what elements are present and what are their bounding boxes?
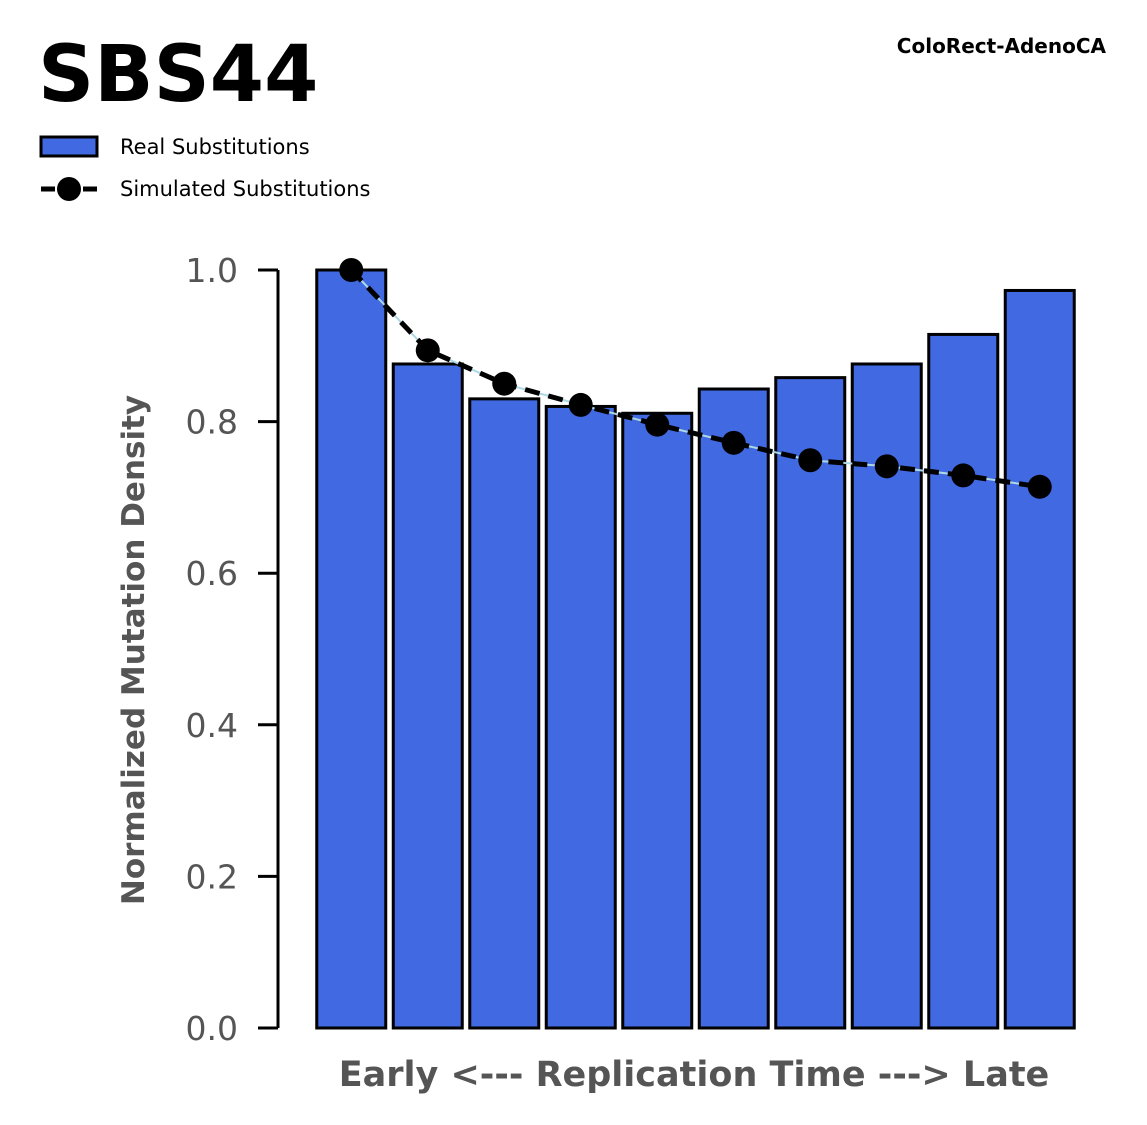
chart-subtitle: ColoRect-AdenoCA xyxy=(897,34,1107,58)
y-tick-label: 0.0 xyxy=(186,1009,238,1048)
simulated-point xyxy=(798,448,823,473)
y-axis: 0.0 0.2 0.4 0.6 0.8 1.0 xyxy=(186,251,280,1048)
simulated-point xyxy=(492,371,517,396)
simulated-point xyxy=(568,392,593,417)
chart-title: SBS44 xyxy=(38,30,318,120)
bar xyxy=(774,376,847,1030)
legend-label-real: Real Substitutions xyxy=(120,135,310,159)
bar xyxy=(1003,288,1076,1030)
y-tick-label: 0.8 xyxy=(186,403,238,442)
simulated-point xyxy=(874,454,899,479)
bar xyxy=(391,362,464,1030)
simulated-point xyxy=(1027,474,1052,499)
simulated-point xyxy=(339,258,364,282)
simulated-point xyxy=(415,338,440,363)
legend-label-simulated: Simulated Substitutions xyxy=(120,177,370,201)
legend: Real Substitutions Simulated Substitutio… xyxy=(39,135,370,201)
bar xyxy=(315,268,388,1030)
bar xyxy=(468,397,541,1030)
y-tick-label: 0.4 xyxy=(186,706,238,745)
legend-marker-simulated xyxy=(57,177,81,201)
y-tick-label: 0.2 xyxy=(186,857,238,896)
bar-series xyxy=(315,268,1076,1030)
bar xyxy=(544,404,617,1030)
bar xyxy=(621,411,694,1030)
bar xyxy=(927,332,1000,1030)
y-axis-label: Normalized Mutation Density xyxy=(116,395,152,905)
bar xyxy=(697,387,770,1030)
simulated-point xyxy=(951,463,976,488)
simulated-point xyxy=(645,412,670,437)
y-tick-label: 0.6 xyxy=(186,554,238,593)
simulated-line-series xyxy=(339,258,1052,499)
y-tick-label: 1.0 xyxy=(186,251,238,290)
legend-swatch-real xyxy=(39,135,99,158)
simulated-line xyxy=(349,268,1041,490)
simulated-point xyxy=(721,430,746,455)
x-axis-label: Early <--- Replication Time ---> Late xyxy=(339,1055,1050,1095)
